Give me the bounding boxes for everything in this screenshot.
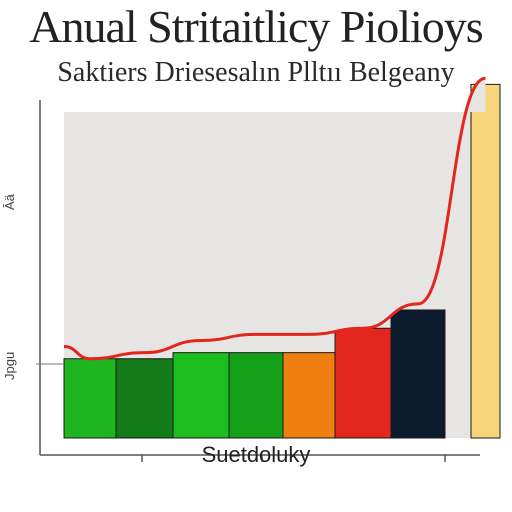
bar-3 [172, 352, 230, 439]
bar-2 [115, 358, 174, 439]
bar-7 [390, 309, 446, 439]
bar-group [63, 83, 501, 439]
x-axis-label: Suetdoluky [201, 442, 311, 467]
bar-4 [228, 352, 284, 439]
bar-1 [63, 358, 117, 439]
bar-6 [334, 327, 392, 439]
overlay-curve-band [64, 78, 486, 359]
bar-8 [470, 83, 501, 439]
overlay-curve-line [63, 76, 486, 361]
bar-5 [282, 352, 336, 439]
chart-title: Anual Stritaitlicy Piolioys [29, 1, 483, 52]
chart-subtitle: Saktiers Driesesalın Plltıı Belgeany [57, 57, 455, 88]
